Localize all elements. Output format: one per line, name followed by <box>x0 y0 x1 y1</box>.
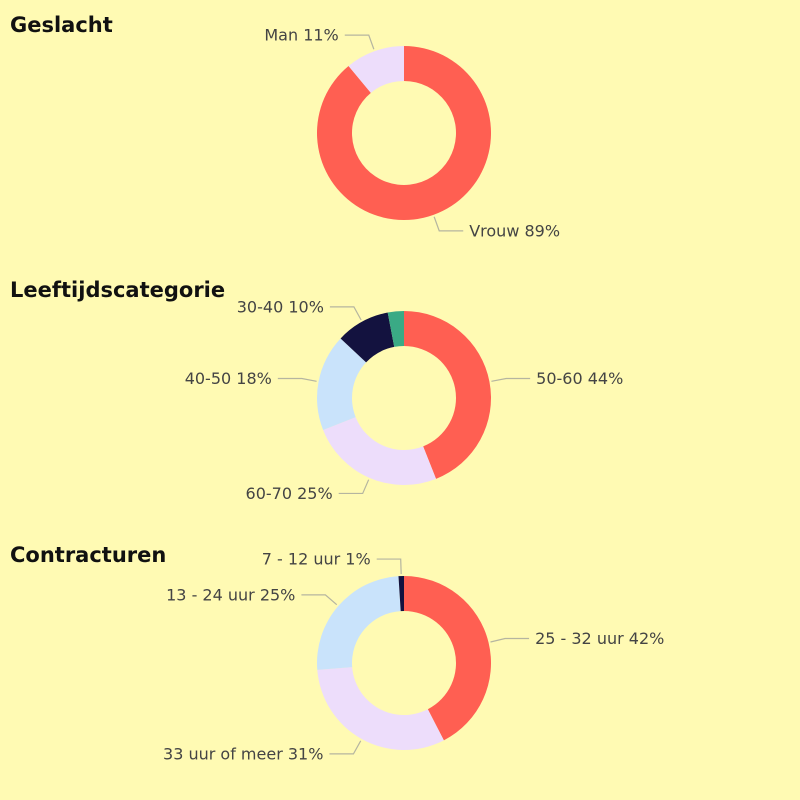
leader-line-60-70 <box>338 479 370 495</box>
slice-label-7-12-uur: 7 - 12 uur 1% <box>262 550 371 569</box>
donut-chart-contracturen: 25 - 32 uur 42% 33 uur of meer 31% 13 - 24… <box>163 550 664 764</box>
slice-label-13-24-uur: 13 - 24 uur 25% <box>166 585 295 604</box>
chart-title-leeftijdscategorie: Leeftijdscategorie <box>10 278 226 302</box>
leader-line-40-50 <box>277 377 317 382</box>
donut-slice-man[interactable] <box>348 46 404 93</box>
slice-label-vrouw: Vrouw 89% <box>469 221 560 240</box>
leader-line-vrouw <box>433 216 464 232</box>
leader-line-30-40 <box>329 306 362 321</box>
donut-slice-40-50[interactable] <box>317 338 367 431</box>
slice-label-60-70: 60-70 25% <box>246 484 333 503</box>
slice-label-33-uur-of-meer: 33 uur of meer 31% <box>163 744 323 763</box>
donut-slice-unlabeled[interactable] <box>387 311 404 347</box>
leader-line-man <box>344 34 375 50</box>
slice-label-50-60: 50-60 44% <box>536 369 623 388</box>
donut-chart-leeftijdscategorie: 50-60 44% 60-70 25% 40-50 18% 30-40 10% <box>185 297 624 503</box>
donut-slice-7-12-uur[interactable] <box>398 576 404 612</box>
leader-line-33-uur-of-meer <box>329 740 362 755</box>
donut-slice-33-uur-of-meer[interactable] <box>317 667 444 750</box>
slice-label-30-40: 30-40 10% <box>237 297 324 316</box>
leader-line-25-32-uur <box>490 637 530 643</box>
donut-slice-50-60[interactable] <box>404 311 492 479</box>
leader-line-13-24-uur <box>301 594 338 606</box>
donut-slice-30-40[interactable] <box>340 312 395 363</box>
donut-slice-vrouw[interactable] <box>317 46 492 220</box>
donut-chart-geslacht: Vrouw 89% Man 11% <box>264 26 560 241</box>
chart-title-contracturen: Contracturen <box>10 543 167 567</box>
leader-line-7-12-uur <box>376 558 402 575</box>
slice-label-40-50: 40-50 18% <box>185 369 272 388</box>
donut-slice-25-32-uur[interactable] <box>404 576 492 741</box>
donut-slice-60-70[interactable] <box>323 417 437 485</box>
slice-label-man: Man 11% <box>264 26 338 45</box>
slice-label-25-32-uur: 25 - 32 uur 42% <box>535 629 664 648</box>
donut-slice-13-24-uur[interactable] <box>317 576 401 670</box>
chart-title-geslacht: Geslacht <box>10 13 113 37</box>
leader-line-50-60 <box>491 377 531 382</box>
